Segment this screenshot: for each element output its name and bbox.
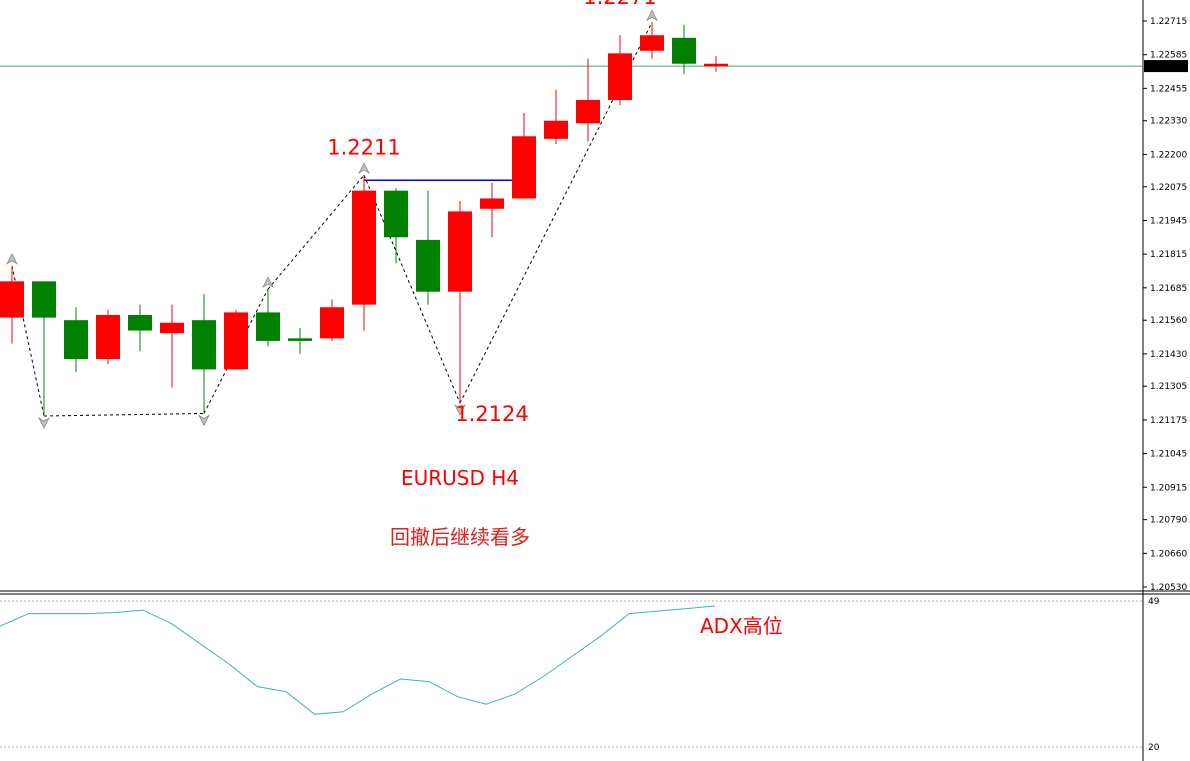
fractal-arrow-up <box>6 253 18 265</box>
price-tick-label: 1.20530 <box>1150 583 1187 593</box>
current-price-box <box>1144 60 1188 73</box>
candle-body <box>480 198 504 209</box>
zigzag-segment <box>43 412 205 417</box>
price-tick-label: 1.22585 <box>1150 51 1187 61</box>
candle-body <box>384 190 408 238</box>
adx-tick-label: 20 <box>1148 743 1160 753</box>
candle-body <box>608 53 632 101</box>
candle-body <box>704 63 728 67</box>
price-tick-label: 1.22715 <box>1150 17 1187 27</box>
adx-line <box>0 605 716 715</box>
candle-body <box>352 190 376 305</box>
price-tick-label: 1.20915 <box>1150 483 1187 493</box>
price-tick-label: 1.21305 <box>1150 382 1187 392</box>
price-annotation: 1.2271 <box>583 0 656 9</box>
zigzag-segment <box>203 288 269 414</box>
price-annotation: 1.2124 <box>455 402 528 426</box>
price-tick-label: 1.22455 <box>1150 84 1187 94</box>
fractal-arrow-up <box>646 9 658 22</box>
candle-body <box>160 322 184 334</box>
price-tick-label: 1.20790 <box>1150 516 1187 526</box>
price-axis: 1.22715 1.22585 1.22455 1.22330 1.22200 1.220… <box>1143 17 1187 593</box>
candle-body <box>640 35 664 51</box>
price-annotation: 1.2211 <box>327 135 400 159</box>
candle-body <box>320 307 344 339</box>
current-price-line: 1.22541 <box>0 60 1188 73</box>
price-tick-label: 1.21560 <box>1150 316 1187 326</box>
candle-body <box>0 281 24 318</box>
candle-body <box>448 211 472 292</box>
candle-body <box>224 312 248 370</box>
candle-body <box>192 320 216 370</box>
price-tick-label: 1.21815 <box>1150 250 1187 260</box>
zigzag-segment <box>267 174 365 290</box>
candle-body <box>576 100 600 124</box>
fractal-arrow-up <box>262 276 274 289</box>
candle-body <box>672 37 696 64</box>
zigzag-segment <box>363 174 461 404</box>
symbol-label: EURUSD H4 <box>401 466 519 490</box>
price-tick-label: 1.21175 <box>1150 416 1187 426</box>
current-price-label: 1.22541 <box>1149 63 1186 73</box>
price-tick-label: 1.21045 <box>1150 450 1187 460</box>
candle-body <box>512 136 536 199</box>
price-tick-label: 1.22200 <box>1150 150 1187 160</box>
comment-label: 回撤后继续看多 <box>390 525 530 549</box>
price-tick-label: 1.21945 <box>1150 216 1187 226</box>
adx-label: ADX高位 <box>700 614 783 638</box>
price-tick-label: 1.21430 <box>1150 350 1187 360</box>
fractal-arrow-up <box>358 162 370 175</box>
candles <box>0 22 728 417</box>
price-tick-label: 1.20660 <box>1150 549 1187 559</box>
fractal-arrow-down <box>198 414 210 427</box>
candle-body <box>96 315 120 360</box>
fractal-arrow-down <box>38 417 50 429</box>
candle-body <box>544 120 568 139</box>
price-tick-label: 1.22075 <box>1150 183 1187 193</box>
price-tick-label: 1.21685 <box>1150 284 1187 294</box>
candle-body <box>288 338 312 341</box>
price-annotations: 1.2271 1.2211 1.2124 <box>327 0 656 426</box>
adx-axis: 49 20 <box>0 597 1160 753</box>
adx-tick-label: 49 <box>1148 597 1160 607</box>
price-tick-label: 1.22330 <box>1150 117 1187 127</box>
candle-body <box>128 315 152 331</box>
fractal-arrows <box>6 9 658 429</box>
candle-body <box>32 281 56 318</box>
candle-body <box>64 320 88 360</box>
candle-body <box>256 312 280 341</box>
adx-series-line <box>0 605 716 715</box>
fractal-arrow-down <box>454 404 466 416</box>
candle-body <box>416 239 440 292</box>
